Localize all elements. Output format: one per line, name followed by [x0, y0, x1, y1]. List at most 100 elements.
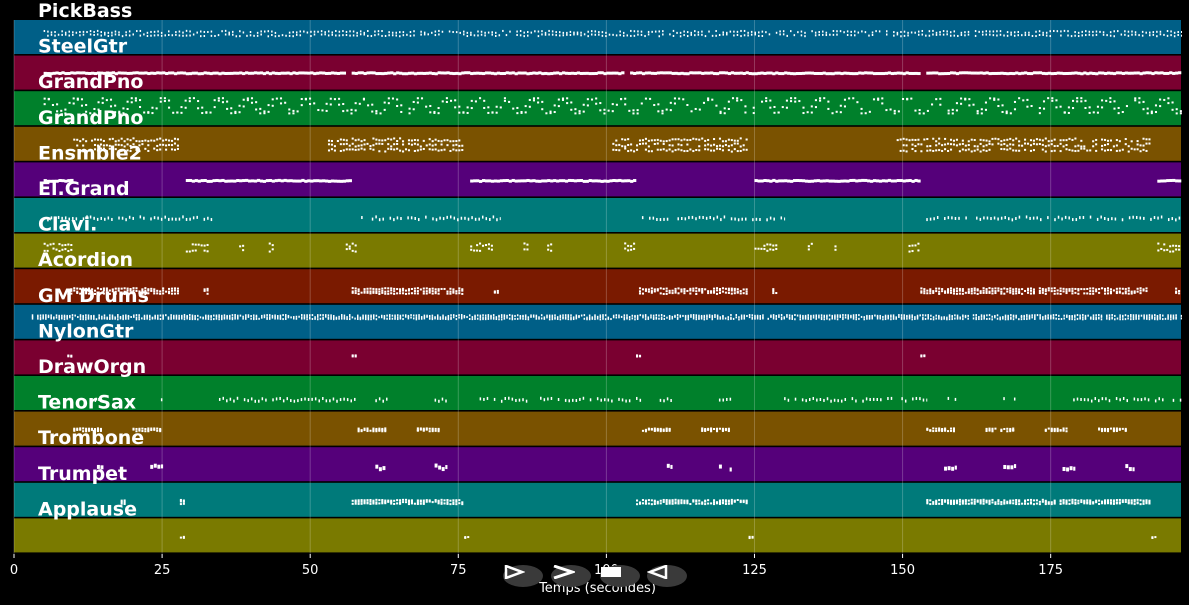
- note: [362, 316, 364, 319]
- note: [1121, 427, 1124, 430]
- note: [431, 140, 434, 143]
- note: [1139, 72, 1143, 76]
- note: [989, 97, 992, 100]
- note: [922, 398, 925, 402]
- note: [523, 35, 525, 38]
- note: [997, 142, 1000, 145]
- note: [586, 316, 588, 319]
- note: [325, 179, 329, 183]
- note: [102, 71, 107, 75]
- note: [350, 112, 353, 115]
- note: [790, 100, 793, 103]
- note: [1067, 34, 1069, 37]
- note: [1109, 149, 1112, 152]
- note: [707, 290, 710, 293]
- note: [93, 148, 97, 151]
- note: [818, 30, 820, 33]
- note: [56, 110, 59, 113]
- note: [370, 314, 372, 317]
- stop-button[interactable]: [600, 565, 640, 587]
- note: [550, 396, 553, 400]
- note: [384, 139, 387, 142]
- note: [885, 33, 888, 36]
- note: [707, 97, 710, 100]
- note: [495, 111, 498, 114]
- note: [954, 317, 956, 320]
- note: [455, 314, 458, 317]
- note: [218, 179, 222, 183]
- note: [822, 33, 824, 36]
- note: [761, 34, 764, 37]
- note: [830, 399, 832, 403]
- note: [43, 71, 47, 75]
- note: [701, 502, 704, 505]
- note: [423, 314, 426, 317]
- rewind-button[interactable]: [647, 565, 687, 587]
- note: [810, 179, 815, 183]
- note: [247, 315, 250, 318]
- note: [739, 145, 742, 148]
- note: [122, 316, 124, 319]
- note: [980, 112, 983, 115]
- note: [418, 314, 420, 317]
- note: [354, 244, 357, 247]
- note: [532, 315, 535, 318]
- note: [980, 318, 983, 321]
- note: [372, 290, 375, 293]
- note: [1092, 34, 1094, 37]
- note: [503, 315, 506, 318]
- note: [739, 290, 742, 293]
- note: [1092, 314, 1095, 317]
- note: [338, 30, 341, 33]
- note: [370, 318, 372, 321]
- note: [85, 314, 87, 317]
- note: [167, 317, 170, 320]
- note: [668, 317, 671, 320]
- note: [663, 399, 665, 403]
- track-background: [14, 411, 1181, 446]
- note: [996, 34, 998, 37]
- note: [184, 106, 187, 109]
- note: [96, 464, 100, 469]
- play-button[interactable]: [503, 565, 543, 587]
- note: [194, 318, 196, 321]
- note: [661, 109, 664, 112]
- note: [156, 289, 159, 292]
- note: [1055, 106, 1058, 109]
- note: [1106, 314, 1108, 317]
- note: [653, 290, 656, 293]
- note: [1086, 292, 1089, 295]
- note: [245, 317, 247, 320]
- note: [129, 292, 132, 295]
- note: [858, 317, 860, 320]
- note: [953, 34, 956, 37]
- note: [1003, 464, 1007, 469]
- note: [630, 143, 633, 146]
- note: [375, 429, 378, 432]
- track-background: [14, 376, 1181, 410]
- note: [550, 72, 554, 76]
- note: [1012, 502, 1015, 505]
- note: [1062, 287, 1065, 290]
- note: [943, 316, 945, 319]
- note: [677, 499, 680, 502]
- note: [277, 317, 279, 320]
- note: [1156, 316, 1159, 319]
- note: [514, 314, 516, 317]
- note: [425, 500, 428, 503]
- note: [487, 247, 490, 250]
- note: [905, 71, 909, 75]
- note: [138, 290, 141, 293]
- note: [1172, 250, 1175, 253]
- note: [367, 318, 370, 321]
- note: [640, 33, 643, 36]
- note: [557, 98, 560, 101]
- note: [639, 398, 642, 402]
- note: [71, 316, 74, 319]
- note: [89, 215, 92, 219]
- note: [299, 30, 302, 33]
- note: [687, 318, 690, 321]
- fast-forward-button[interactable]: [551, 565, 591, 587]
- note: [1073, 466, 1076, 471]
